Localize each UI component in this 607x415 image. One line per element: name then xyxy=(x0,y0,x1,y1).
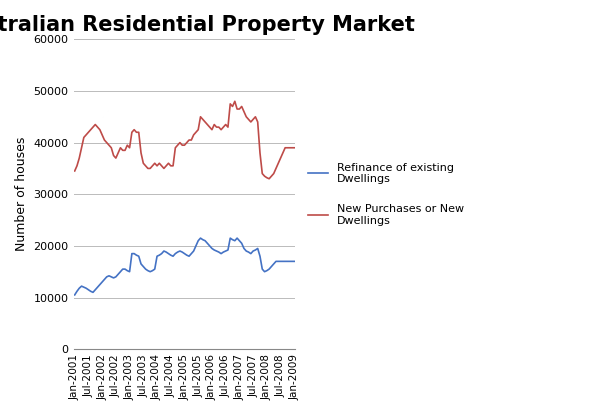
New Purchases or New
Dwellings xyxy=(181,143,188,148)
Line: New Purchases or New
Dwellings: New Purchases or New Dwellings xyxy=(75,101,294,179)
Refinance of existing
Dwellings xyxy=(243,249,250,254)
New Purchases or New
Dwellings xyxy=(291,145,298,150)
Y-axis label: Number of houses: Number of houses xyxy=(15,137,28,251)
Refinance of existing
Dwellings xyxy=(181,251,188,256)
Refinance of existing
Dwellings xyxy=(87,289,94,294)
Refinance of existing
Dwellings xyxy=(128,251,135,256)
Refinance of existing
Dwellings xyxy=(291,259,298,264)
New Purchases or New
Dwellings xyxy=(265,176,273,181)
New Purchases or New
Dwellings xyxy=(128,130,135,135)
New Purchases or New
Dwellings xyxy=(197,114,204,119)
Legend: Refinance of existing
Dwellings, New Purchases or New
Dwellings: Refinance of existing Dwellings, New Pur… xyxy=(304,158,468,230)
New Purchases or New
Dwellings xyxy=(71,168,78,173)
New Purchases or New
Dwellings xyxy=(87,127,94,132)
Title: Australian Residential Property Market: Australian Residential Property Market xyxy=(0,15,415,35)
New Purchases or New
Dwellings xyxy=(231,99,239,104)
Refinance of existing
Dwellings xyxy=(78,284,85,289)
Refinance of existing
Dwellings xyxy=(197,236,204,241)
New Purchases or New
Dwellings xyxy=(78,145,85,150)
Refinance of existing
Dwellings xyxy=(71,293,78,298)
Line: Refinance of existing
Dwellings: Refinance of existing Dwellings xyxy=(75,238,294,295)
Refinance of existing
Dwellings xyxy=(199,237,206,242)
New Purchases or New
Dwellings xyxy=(243,114,250,119)
